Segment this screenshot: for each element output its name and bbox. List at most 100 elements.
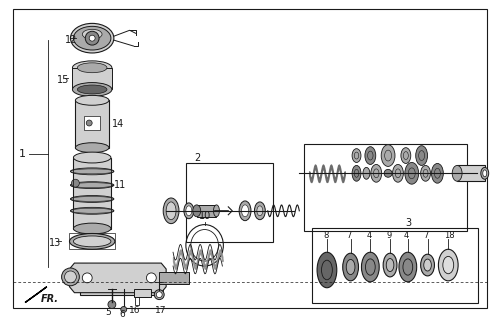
Text: 9: 9 [386, 231, 391, 240]
Text: 10: 10 [199, 211, 211, 221]
Bar [304, 144, 467, 230]
Circle shape [156, 292, 162, 298]
Ellipse shape [383, 253, 397, 277]
Ellipse shape [361, 252, 379, 282]
Text: 16: 16 [129, 306, 140, 315]
Ellipse shape [443, 256, 454, 274]
Ellipse shape [405, 163, 419, 184]
Text: 17: 17 [155, 306, 167, 315]
Ellipse shape [239, 201, 251, 221]
Ellipse shape [483, 170, 487, 177]
Ellipse shape [352, 149, 361, 163]
Ellipse shape [70, 196, 114, 203]
Bar [197, 205, 217, 217]
Ellipse shape [73, 152, 111, 163]
Ellipse shape [401, 148, 411, 164]
Ellipse shape [343, 253, 358, 281]
Text: 6: 6 [120, 310, 126, 319]
Ellipse shape [77, 63, 107, 73]
Text: 4: 4 [366, 231, 372, 240]
Text: 18: 18 [444, 231, 455, 240]
Ellipse shape [82, 29, 102, 39]
Text: 11: 11 [114, 180, 126, 190]
Ellipse shape [72, 61, 112, 75]
Ellipse shape [371, 164, 382, 182]
Circle shape [146, 273, 156, 283]
Ellipse shape [69, 264, 99, 290]
Text: 5: 5 [105, 308, 111, 317]
Ellipse shape [242, 205, 249, 217]
Bar [75, 100, 109, 148]
Ellipse shape [399, 252, 417, 282]
Text: 13: 13 [49, 238, 61, 248]
Text: 4: 4 [404, 231, 409, 240]
Ellipse shape [432, 164, 443, 183]
Ellipse shape [381, 145, 395, 166]
Text: 12: 12 [64, 35, 77, 45]
Text: 15: 15 [57, 75, 69, 84]
Ellipse shape [403, 259, 413, 275]
Ellipse shape [352, 165, 361, 181]
Text: 7: 7 [347, 231, 352, 240]
Ellipse shape [439, 249, 458, 281]
Ellipse shape [184, 203, 194, 219]
Text: FR.: FR. [41, 293, 59, 304]
Bar [134, 289, 151, 297]
Bar [312, 228, 478, 302]
Ellipse shape [214, 205, 220, 217]
Ellipse shape [70, 168, 114, 175]
Bar [457, 165, 485, 181]
Ellipse shape [321, 260, 332, 280]
Ellipse shape [73, 223, 111, 234]
Ellipse shape [70, 207, 114, 214]
Ellipse shape [71, 179, 79, 187]
Ellipse shape [363, 167, 370, 179]
Ellipse shape [70, 182, 114, 188]
Ellipse shape [193, 205, 201, 217]
Ellipse shape [386, 259, 394, 272]
Ellipse shape [421, 165, 431, 181]
Bar [76, 269, 163, 291]
Bar [73, 157, 111, 228]
Circle shape [121, 307, 127, 312]
Ellipse shape [186, 225, 224, 266]
Text: 14: 14 [112, 119, 124, 129]
Bar [186, 164, 272, 242]
Ellipse shape [75, 95, 109, 105]
Text: 1: 1 [19, 148, 26, 159]
Ellipse shape [73, 26, 111, 50]
Bar [135, 297, 139, 305]
Ellipse shape [421, 254, 435, 276]
Ellipse shape [254, 202, 265, 220]
Ellipse shape [72, 83, 112, 96]
Text: 3: 3 [405, 218, 411, 228]
Polygon shape [25, 287, 47, 302]
Ellipse shape [163, 198, 179, 224]
Ellipse shape [384, 169, 392, 177]
Ellipse shape [365, 259, 375, 275]
Ellipse shape [77, 85, 107, 94]
Ellipse shape [74, 268, 94, 286]
Text: 8: 8 [323, 231, 328, 240]
Circle shape [108, 300, 116, 308]
Ellipse shape [317, 252, 337, 288]
Ellipse shape [365, 147, 376, 164]
Ellipse shape [69, 234, 115, 249]
Ellipse shape [73, 236, 111, 247]
Circle shape [89, 35, 95, 41]
Circle shape [154, 290, 164, 300]
Ellipse shape [70, 23, 114, 53]
Bar [159, 272, 189, 284]
Ellipse shape [61, 268, 79, 286]
Ellipse shape [346, 260, 355, 275]
Ellipse shape [257, 206, 263, 216]
Ellipse shape [416, 146, 428, 165]
Ellipse shape [481, 167, 489, 179]
Polygon shape [69, 263, 166, 293]
Bar [69, 234, 115, 249]
Ellipse shape [166, 202, 176, 220]
Bar [80, 265, 159, 295]
Text: 7: 7 [424, 231, 429, 240]
Ellipse shape [186, 206, 192, 216]
Ellipse shape [64, 271, 76, 283]
